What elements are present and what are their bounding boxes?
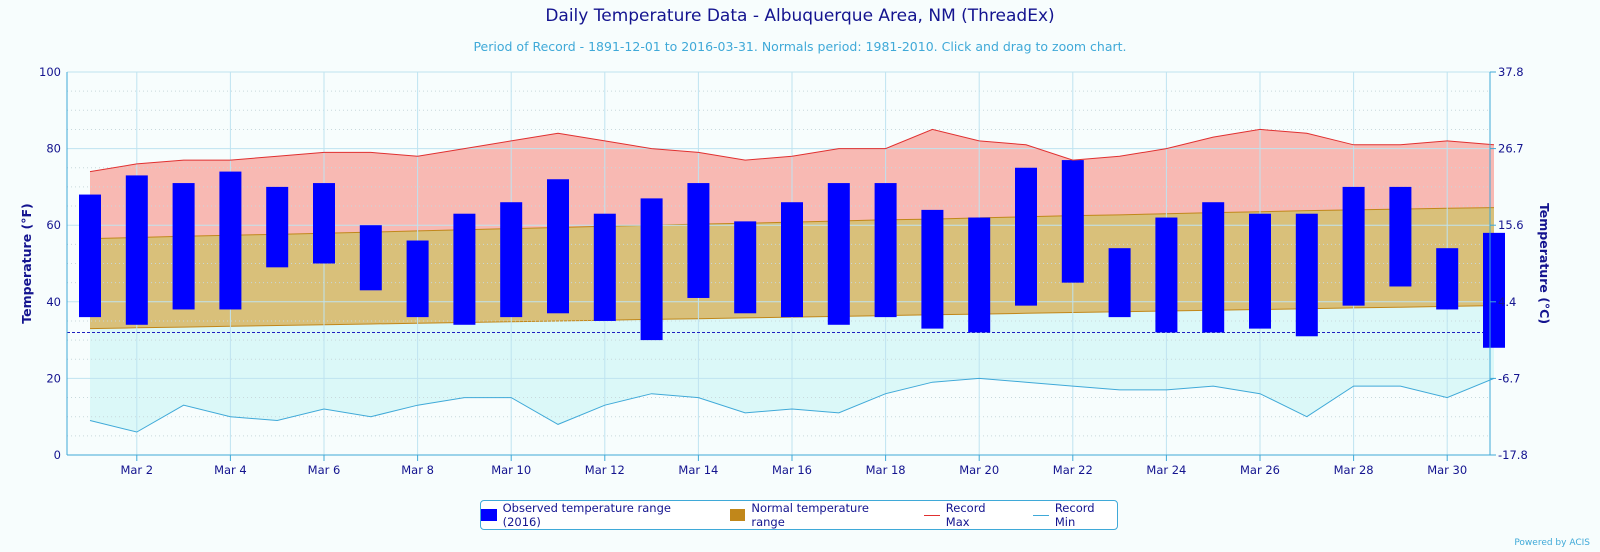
observed-bar xyxy=(1249,213,1271,329)
x-tick-label: Mar 12 xyxy=(585,463,625,477)
observed-bar xyxy=(1108,248,1131,318)
y2-tick-label: 37.8 xyxy=(1498,65,1524,79)
observed-bar xyxy=(313,183,335,264)
x-tick-label: Mar 10 xyxy=(491,463,531,477)
record-max-line-icon xyxy=(924,514,940,516)
x-tick-label: Mar 24 xyxy=(1146,463,1186,477)
y-tick-label: 80 xyxy=(46,142,61,156)
observed-bar xyxy=(687,183,710,298)
legend-label-record-max: Record Max xyxy=(945,501,986,529)
legend-item-normal[interactable]: Normal temperature range xyxy=(729,501,902,529)
x-tick-label: Mar 6 xyxy=(308,463,341,477)
y2-tick-label: 4.4 xyxy=(1498,295,1516,309)
x-tick-label: Mar 20 xyxy=(959,463,999,477)
record-min-line xyxy=(89,377,1495,433)
x-tick-label: Mar 18 xyxy=(866,463,906,477)
y2-tick-label: -6.7 xyxy=(1498,371,1520,385)
x-tick-label: Mar 26 xyxy=(1240,463,1280,477)
chart-axes: 0 20 40 60 80 100 -17.8 -6.7 4.4 15.6 26.7 37.8 Mar … xyxy=(19,65,1552,477)
observed-bar xyxy=(921,209,944,329)
x-tick-label: Mar 22 xyxy=(1053,463,1093,477)
y-axis-title: Temperature (°F) xyxy=(19,203,34,323)
observed-bars xyxy=(79,160,1505,348)
observed-bar xyxy=(125,175,148,325)
observed-bar xyxy=(1389,186,1412,287)
observed-bar xyxy=(1295,213,1318,337)
observed-bar xyxy=(406,240,429,318)
y2-tick-label: -17.8 xyxy=(1498,448,1528,462)
y2-axis-title: Temperature (°C) xyxy=(1537,203,1552,324)
observed-bar xyxy=(593,213,616,321)
record-max-line xyxy=(89,128,1495,173)
observed-bar xyxy=(1202,202,1225,333)
record-min-line-icon xyxy=(1033,514,1049,516)
observed-bar xyxy=(219,171,242,310)
legend-label-record-min: Record Min xyxy=(1054,501,1095,529)
y2-tick-label: 15.6 xyxy=(1498,218,1524,232)
observed-bar xyxy=(827,183,850,325)
y-tick-label: 20 xyxy=(46,371,61,385)
observed-bar xyxy=(1061,160,1084,283)
y-tick-label: 0 xyxy=(54,448,61,462)
x-tick-label: Mar 8 xyxy=(401,463,434,477)
observed-bar xyxy=(781,202,803,318)
y2-tick-label: 26.7 xyxy=(1498,142,1524,156)
acis-credit-link[interactable]: Powered by ACIS xyxy=(1514,538,1590,548)
legend-label-observed: Observed temperature range (2016) xyxy=(502,501,671,529)
observed-bar xyxy=(79,194,101,318)
observed-bar xyxy=(1483,232,1505,348)
chart-legend[interactable]: Observed temperature range (2016) Normal… xyxy=(480,500,1118,530)
observed-bar xyxy=(1015,167,1037,306)
observed-bar xyxy=(172,183,195,310)
x-tick-label: Mar 30 xyxy=(1427,463,1467,477)
y-tick-label: 100 xyxy=(39,65,61,79)
observed-bar xyxy=(874,183,897,318)
observed-swatch-icon xyxy=(481,509,497,521)
chart-title: Daily Temperature Data - Albuquerque Are… xyxy=(545,6,1055,26)
observed-bar xyxy=(640,198,663,341)
observed-bar xyxy=(1436,248,1459,310)
x-tick-label: Mar 16 xyxy=(772,463,812,477)
legend-label-normal: Normal temperature range xyxy=(751,501,869,529)
chart-subtitle: Period of Record - 1891-12-01 to 2016-03… xyxy=(473,39,1127,54)
observed-bar xyxy=(968,217,991,333)
observed-bar xyxy=(453,213,476,325)
x-tick-label: Mar 14 xyxy=(678,463,718,477)
y-tick-label: 40 xyxy=(46,295,61,309)
legend-item-record-min[interactable]: Record Min xyxy=(1033,501,1117,529)
observed-bar xyxy=(734,221,757,314)
legend-item-record-max[interactable]: Record Max xyxy=(924,501,1011,529)
observed-bar xyxy=(266,186,289,268)
legend-item-observed[interactable]: Observed temperature range (2016) xyxy=(481,501,708,529)
observed-bar xyxy=(500,202,523,318)
observed-bar xyxy=(1342,186,1365,306)
observed-bar xyxy=(359,225,382,291)
x-tick-label: Mar 2 xyxy=(120,463,153,477)
record-lines xyxy=(89,128,1495,433)
observed-bar xyxy=(547,179,569,314)
observed-bar xyxy=(1155,217,1178,333)
x-tick-label: Mar 4 xyxy=(214,463,247,477)
x-tick-label: Mar 28 xyxy=(1334,463,1374,477)
y-tick-label: 60 xyxy=(46,218,61,232)
normal-swatch-icon xyxy=(729,509,746,521)
